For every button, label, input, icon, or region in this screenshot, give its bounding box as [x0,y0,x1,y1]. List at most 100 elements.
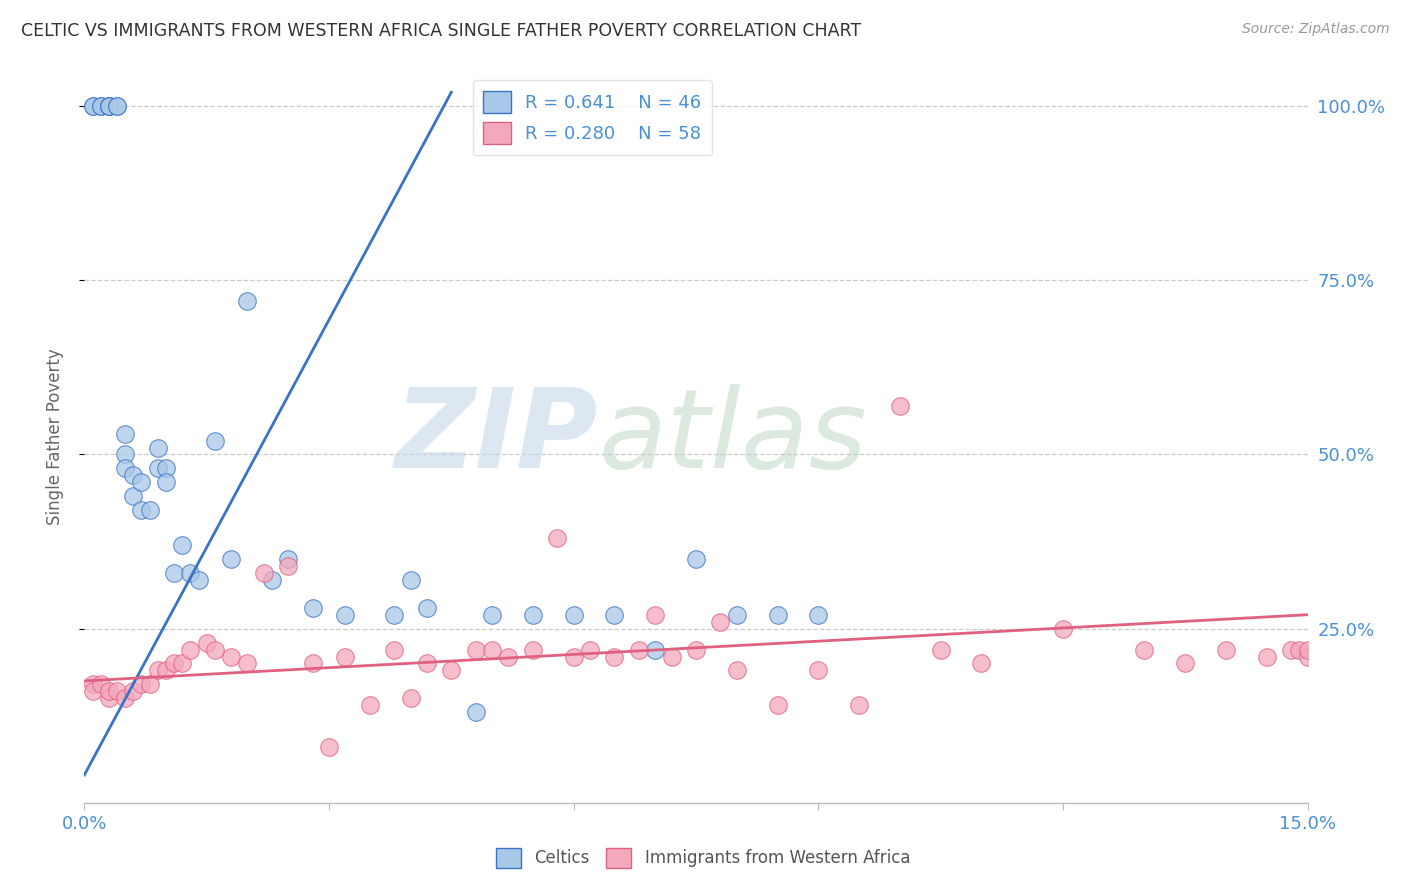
Point [1279,642,1302,657]
Point [848,698,870,713]
Legend: R = 0.641    N = 46, R = 0.280    N = 58: R = 0.641 N = 46, R = 0.280 N = 58 [472,80,711,155]
Point [464,705,486,719]
Point [807,607,830,622]
Point [204,434,226,448]
Point [464,642,486,657]
Point [522,642,544,657]
Point [889,399,911,413]
Point [970,657,993,671]
Point [97,99,120,113]
Point [82,684,104,698]
Point [522,607,544,622]
Point [138,503,160,517]
Point [122,468,145,483]
Point [163,657,186,671]
Point [97,99,120,113]
Point [195,635,218,649]
Point [1215,642,1237,657]
Point [114,426,136,441]
Point [725,664,748,678]
Point [440,664,463,678]
Point [146,664,169,678]
Point [90,99,112,113]
Point [97,684,120,698]
Point [335,649,357,664]
Point [105,99,128,113]
Point [97,99,120,113]
Point [277,558,299,573]
Point [1174,657,1197,671]
Point [105,99,128,113]
Point [399,691,422,706]
Text: Source: ZipAtlas.com: Source: ZipAtlas.com [1241,22,1389,37]
Point [82,99,104,113]
Point [301,657,323,671]
Point [335,607,357,622]
Point [155,664,177,678]
Point [146,441,169,455]
Point [481,642,503,657]
Point [416,657,439,671]
Point [382,642,405,657]
Point [1296,649,1319,664]
Point [172,538,194,552]
Point [138,677,160,691]
Point [766,607,789,622]
Y-axis label: Single Father Poverty: Single Father Poverty [45,349,63,525]
Point [1133,642,1156,657]
Point [416,600,439,615]
Point [105,684,128,698]
Point [114,448,136,462]
Point [122,684,145,698]
Point [929,642,952,657]
Point [172,657,194,671]
Point [219,649,242,664]
Point [122,489,145,503]
Point [155,475,177,490]
Point [131,503,153,517]
Point [131,677,153,691]
Point [82,99,104,113]
Point [155,461,177,475]
Point [603,607,626,622]
Point [644,607,666,622]
Point [236,294,259,309]
Point [399,573,422,587]
Point [481,607,503,622]
Point [97,691,120,706]
Point [661,649,683,664]
Point [301,600,323,615]
Point [114,461,136,475]
Legend: Celtics, Immigrants from Western Africa: Celtics, Immigrants from Western Africa [489,841,917,875]
Text: CELTIC VS IMMIGRANTS FROM WESTERN AFRICA SINGLE FATHER POVERTY CORRELATION CHART: CELTIC VS IMMIGRANTS FROM WESTERN AFRICA… [21,22,862,40]
Point [627,642,650,657]
Point [97,99,120,113]
Point [382,607,405,622]
Point [562,607,585,622]
Point [114,691,136,706]
Point [579,642,602,657]
Point [260,573,283,587]
Point [1256,649,1278,664]
Point [131,475,153,490]
Text: atlas: atlas [598,384,866,491]
Point [1288,642,1310,657]
Point [685,552,707,566]
Point [204,642,226,657]
Point [546,531,568,545]
Point [725,607,748,622]
Point [1052,622,1074,636]
Text: ZIP: ZIP [395,384,598,491]
Point [253,566,276,580]
Point [603,649,626,664]
Point [709,615,731,629]
Point [82,677,104,691]
Point [277,552,299,566]
Point [318,740,340,755]
Point [179,566,201,580]
Point [219,552,242,566]
Point [807,664,830,678]
Point [685,642,707,657]
Point [359,698,381,713]
Point [187,573,209,587]
